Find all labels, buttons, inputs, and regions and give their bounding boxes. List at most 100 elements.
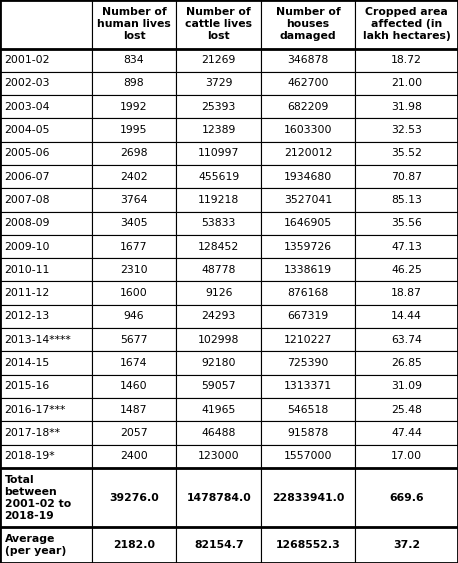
Text: 946: 946 [124, 311, 144, 321]
Bar [355, 72, 458, 95]
Text: 46488: 46488 [202, 428, 236, 438]
Text: Number of
human lives
lost: Number of human lives lost [97, 7, 171, 41]
Text: 110997: 110997 [198, 149, 240, 158]
Bar [92, 305, 176, 328]
Text: 18.87: 18.87 [391, 288, 422, 298]
Text: 26.85: 26.85 [391, 358, 422, 368]
Text: 25393: 25393 [202, 102, 236, 112]
Bar [176, 445, 261, 468]
Text: 14.44: 14.44 [391, 311, 422, 321]
Bar [355, 0, 458, 48]
Text: 47.44: 47.44 [391, 428, 422, 438]
Bar [261, 235, 355, 258]
Text: 63.74: 63.74 [391, 335, 422, 345]
Bar [176, 258, 261, 282]
Bar [176, 351, 261, 375]
Text: 2006-07: 2006-07 [5, 172, 50, 182]
Bar [176, 95, 261, 118]
Bar [176, 118, 261, 142]
Text: 1313371: 1313371 [284, 381, 332, 391]
Bar [176, 528, 261, 563]
Text: 1268552.3: 1268552.3 [276, 540, 340, 550]
Bar [261, 0, 355, 48]
Text: 2017-18**: 2017-18** [5, 428, 60, 438]
Bar [92, 165, 176, 188]
Text: 39276.0: 39276.0 [109, 493, 159, 503]
Text: 2008-09: 2008-09 [5, 218, 50, 228]
Text: 725390: 725390 [287, 358, 329, 368]
Text: 18.72: 18.72 [391, 55, 422, 65]
Text: 1600: 1600 [120, 288, 148, 298]
Bar [261, 188, 355, 212]
Text: 3405: 3405 [120, 218, 148, 228]
Bar [0, 0, 92, 48]
Bar [0, 328, 92, 351]
Text: 17.00: 17.00 [391, 451, 422, 461]
Text: 1603300: 1603300 [284, 125, 332, 135]
Text: 2015-16: 2015-16 [5, 381, 50, 391]
Bar [261, 328, 355, 351]
Bar [92, 421, 176, 445]
Bar [0, 445, 92, 468]
Bar [355, 445, 458, 468]
Bar [261, 398, 355, 421]
Bar [0, 188, 92, 212]
Bar [355, 258, 458, 282]
Bar [92, 351, 176, 375]
Bar [176, 375, 261, 398]
Text: 2001-02: 2001-02 [5, 55, 50, 65]
Bar [92, 48, 176, 72]
Text: 1674: 1674 [120, 358, 148, 368]
Text: 2003-04: 2003-04 [5, 102, 50, 112]
Bar [355, 468, 458, 528]
Text: Number of
houses
damaged: Number of houses damaged [276, 7, 340, 41]
Bar [355, 142, 458, 165]
Bar [355, 328, 458, 351]
Text: 682209: 682209 [287, 102, 329, 112]
Text: 2010-11: 2010-11 [5, 265, 50, 275]
Bar [0, 165, 92, 188]
Bar [0, 398, 92, 421]
Text: 32.53: 32.53 [391, 125, 422, 135]
Bar [176, 282, 261, 305]
Text: 123000: 123000 [198, 451, 240, 461]
Bar [261, 72, 355, 95]
Bar [261, 282, 355, 305]
Bar [92, 258, 176, 282]
Text: 1338619: 1338619 [284, 265, 332, 275]
Bar [261, 305, 355, 328]
Text: 546518: 546518 [287, 405, 329, 414]
Text: 22833941.0: 22833941.0 [272, 493, 344, 503]
Bar [176, 0, 261, 48]
Text: 2005-06: 2005-06 [5, 149, 50, 158]
Text: 2011-12: 2011-12 [5, 288, 50, 298]
Text: 1934680: 1934680 [284, 172, 332, 182]
Bar [176, 165, 261, 188]
Bar [261, 258, 355, 282]
Bar [176, 328, 261, 351]
Bar [92, 0, 176, 48]
Text: 47.13: 47.13 [391, 242, 422, 252]
Bar [92, 282, 176, 305]
Bar [261, 142, 355, 165]
Bar [92, 375, 176, 398]
Bar [0, 351, 92, 375]
Text: 876168: 876168 [287, 288, 329, 298]
Text: 31.98: 31.98 [391, 102, 422, 112]
Bar [0, 375, 92, 398]
Text: 3527041: 3527041 [284, 195, 332, 205]
Bar [92, 95, 176, 118]
Bar [176, 48, 261, 72]
Text: 346878: 346878 [287, 55, 329, 65]
Bar [355, 398, 458, 421]
Text: 834: 834 [124, 55, 144, 65]
Bar [176, 468, 261, 528]
Text: 1992: 1992 [120, 102, 148, 112]
Text: 2007-08: 2007-08 [5, 195, 50, 205]
Text: 3764: 3764 [120, 195, 148, 205]
Text: 21.00: 21.00 [391, 78, 422, 88]
Bar [0, 72, 92, 95]
Text: 669.6: 669.6 [389, 493, 424, 503]
Bar [355, 235, 458, 258]
Text: 41965: 41965 [202, 405, 236, 414]
